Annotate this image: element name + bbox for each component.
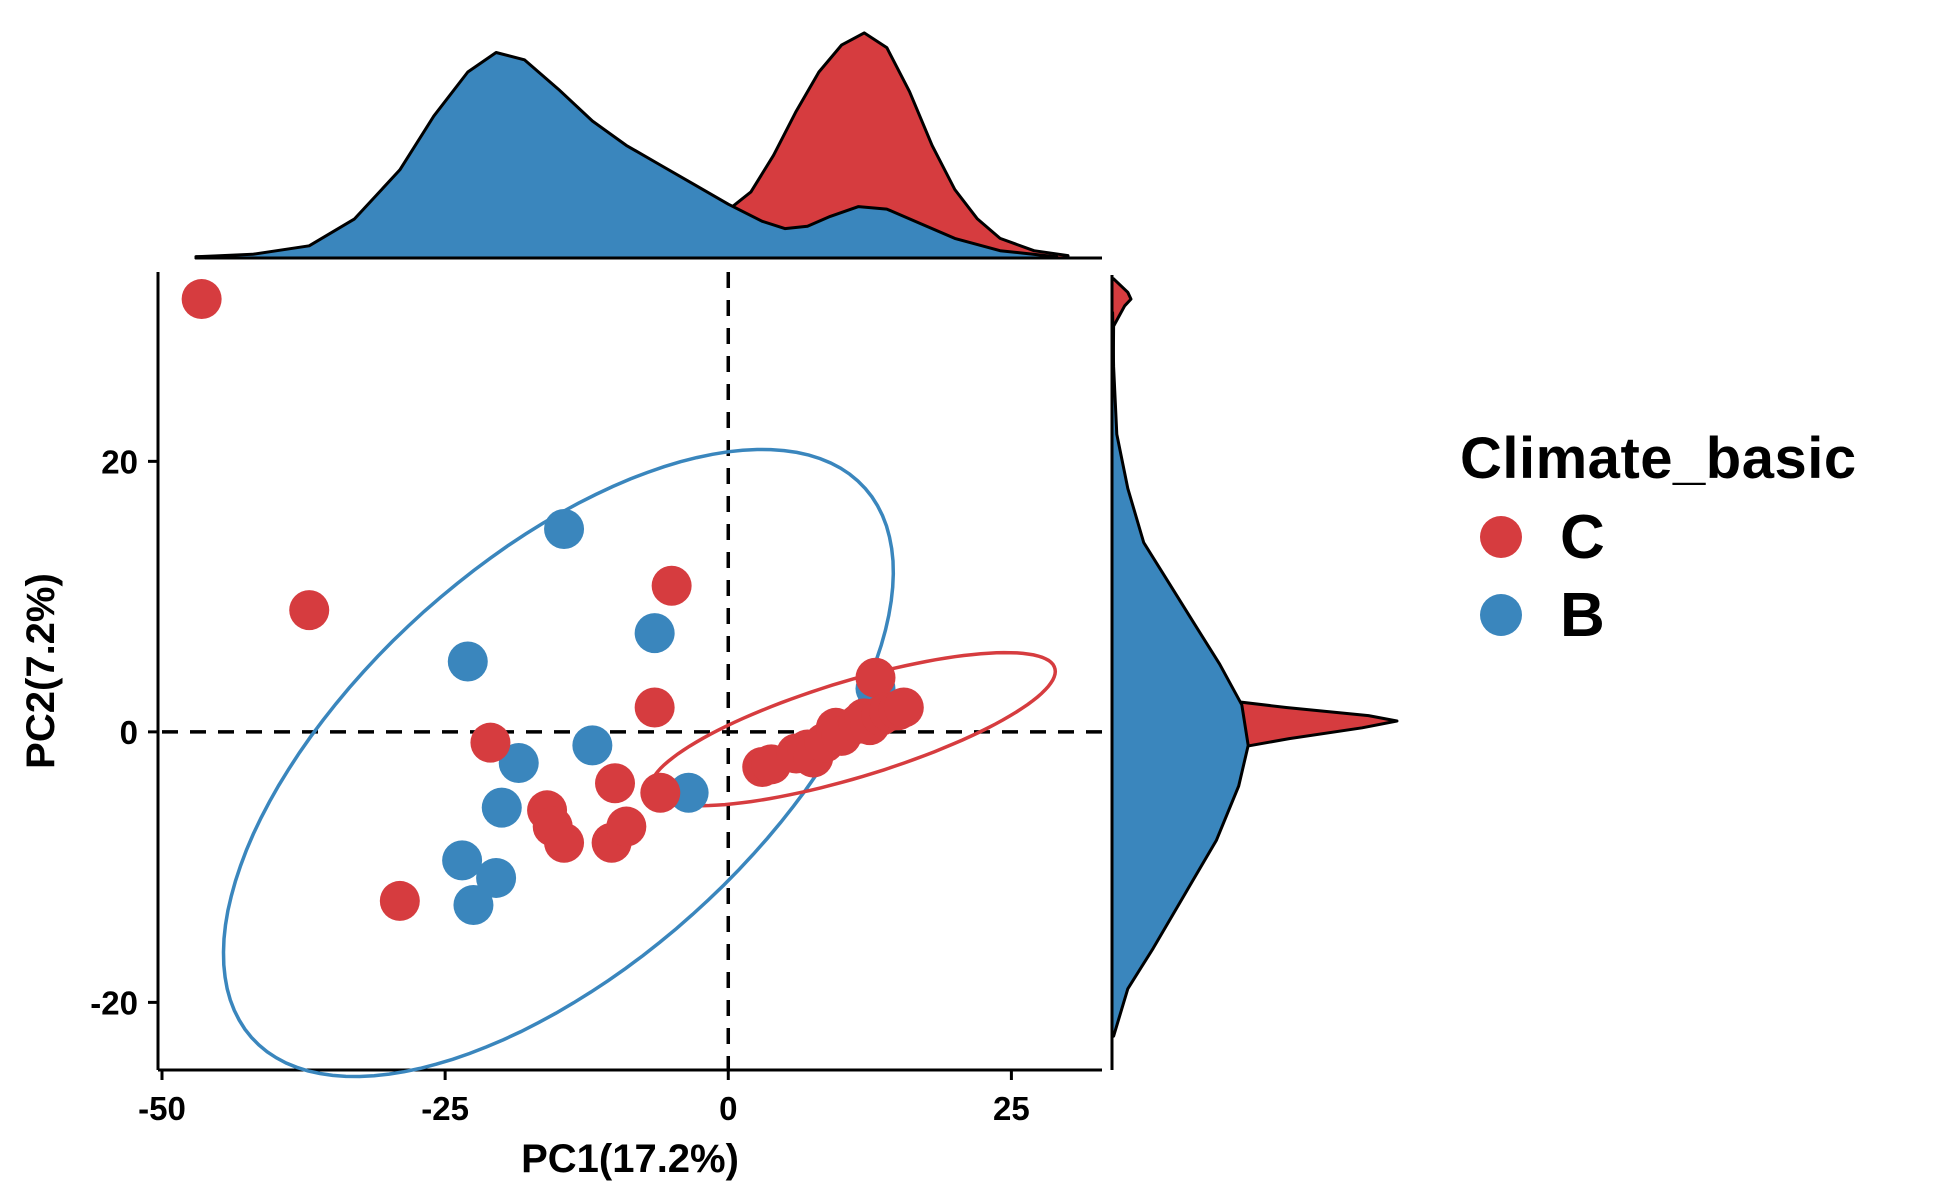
right-density-panel [1110,275,1399,1070]
point-C [651,565,692,606]
legend-title: Climate_basic [1460,426,1857,491]
point-B [668,772,709,813]
point-C [289,590,330,631]
y-tick-label: -20 [90,984,138,1021]
x-axis-ticks: -50 -25 0 25 [138,1070,1030,1127]
point-C [883,687,924,728]
point-C [855,657,896,698]
point-B [481,787,522,828]
point-C [379,880,420,921]
confidence-ellipses [221,447,1058,1079]
y-tick-label: 20 [101,443,138,480]
point-C [640,772,681,813]
legend-item-B: B [1460,576,1857,654]
point-B [544,508,585,549]
density-y-series-B [1110,311,1250,1038]
x-tick-label: 0 [719,1090,737,1127]
legend-item-C: C [1460,498,1857,576]
x-axis-label: PC1(17.2%) [521,1137,739,1181]
y-tick-label: 0 [120,714,138,751]
data-points [181,279,924,925]
legend-label-B: B [1560,580,1605,650]
x-tick-label: 25 [993,1090,1030,1127]
x-tick-label: -25 [421,1090,469,1127]
point-C [634,687,675,728]
point-B [447,641,488,682]
plot-area: -50 -25 0 25 -20 0 20 [90,272,1102,1127]
legend-swatch-B [1480,594,1522,636]
point-B [453,884,494,925]
point-C [606,806,647,847]
point-B [572,725,613,766]
point-C [470,722,511,763]
legend-swatch-C [1480,516,1522,558]
point-C [544,822,585,863]
point-B [476,857,517,898]
point-C [181,279,222,320]
density-x-series-B [194,51,1059,260]
legend: Climate_basic C B [1460,425,1857,654]
x-tick-label: -50 [138,1090,186,1127]
y-axis-label: PC2(7.2%) [19,573,63,769]
point-C [595,763,636,804]
top-density-panel [194,31,1102,260]
point-B [634,613,675,654]
point-B [442,840,483,881]
point-B [498,742,539,783]
legend-label-C: C [1560,502,1605,572]
y-axis-ticks: -20 0 20 [90,443,158,1021]
